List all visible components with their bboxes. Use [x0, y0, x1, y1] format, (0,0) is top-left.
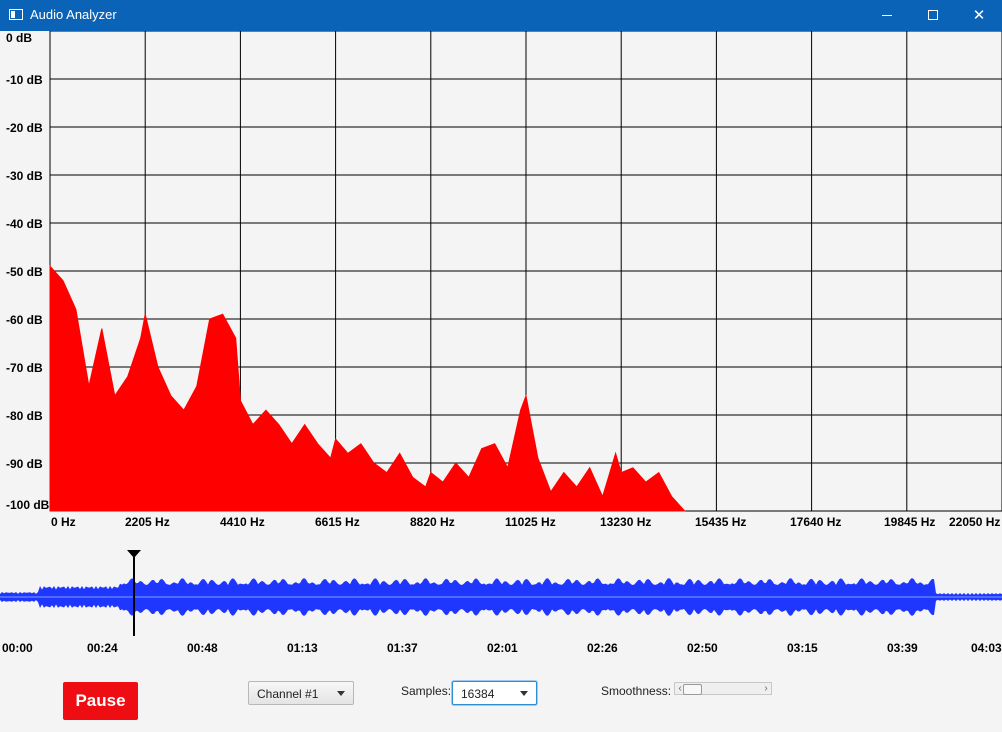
x-tick-label: 6615 Hz — [315, 515, 360, 529]
samples-select[interactable]: 16384 — [452, 681, 537, 705]
smoothness-label: Smoothness: — [601, 684, 672, 698]
time-tick-label: 01:13 — [287, 641, 318, 655]
x-tick-label: 15435 Hz — [695, 515, 747, 529]
y-tick-label: -30 dB — [6, 169, 43, 183]
x-tick-label: 19845 Hz — [884, 515, 936, 529]
spectrum-chart — [49, 31, 1002, 512]
chevron-down-icon — [337, 691, 345, 696]
x-tick-label: 17640 Hz — [790, 515, 842, 529]
time-tick-label: 02:50 — [687, 641, 718, 655]
time-tick-label: 00:48 — [187, 641, 218, 655]
y-tick-label: 0 dB — [6, 31, 33, 45]
chevron-down-icon — [520, 691, 528, 696]
time-tick-label: 00:24 — [87, 641, 118, 655]
y-tick-label: -80 dB — [6, 409, 43, 423]
y-tick-label: -70 dB — [6, 361, 43, 375]
window-title: Audio Analyzer — [30, 7, 117, 22]
y-tick-label: -100 dB — [6, 498, 50, 512]
time-tick-label: 03:15 — [787, 641, 818, 655]
channel-select[interactable]: Channel #1 — [248, 681, 354, 705]
y-tick-label: -10 dB — [6, 73, 43, 87]
samples-select-value: 16384 — [461, 687, 495, 701]
x-tick-label: 13230 Hz — [600, 515, 652, 529]
time-tick-label: 02:01 — [487, 641, 518, 655]
x-tick-label: 8820 Hz — [410, 515, 455, 529]
spectrum-area — [49, 264, 686, 512]
playhead-marker-icon — [127, 550, 141, 558]
x-tick-label: 2205 Hz — [125, 515, 170, 529]
title-bar[interactable]: Audio Analyzer ✕ — [0, 0, 1002, 31]
x-tick-label: 0 Hz — [51, 515, 76, 529]
channel-select-value: Channel #1 — [257, 687, 319, 701]
smoothness-slider[interactable]: ‹ › — [674, 682, 772, 695]
y-tick-label: -20 dB — [6, 121, 43, 135]
chevron-right-icon[interactable]: › — [764, 683, 768, 694]
x-tick-label: 4410 Hz — [220, 515, 265, 529]
samples-label: Samples: — [401, 684, 452, 698]
minimize-button[interactable] — [864, 0, 910, 31]
slider-thumb[interactable] — [683, 684, 702, 695]
chevron-left-icon[interactable]: ‹ — [678, 683, 682, 694]
y-tick-label: -90 dB — [6, 457, 43, 471]
time-tick-label: 01:37 — [387, 641, 418, 655]
y-tick-label: -40 dB — [6, 217, 43, 231]
time-tick-label: 02:26 — [587, 641, 618, 655]
x-tick-label: 22050 Hz — [949, 515, 1001, 529]
app-window-icon — [9, 9, 23, 20]
y-tick-label: -50 dB — [6, 265, 43, 279]
close-button[interactable]: ✕ — [972, 6, 986, 24]
maximize-button[interactable] — [910, 0, 956, 31]
x-tick-label: 11025 Hz — [505, 515, 556, 529]
time-tick-label: 03:39 — [887, 641, 918, 655]
time-tick-label: 00:00 — [2, 641, 33, 655]
y-tick-label: -60 dB — [6, 313, 43, 327]
time-tick-label: 04:03 — [971, 641, 1002, 655]
pause-button[interactable]: Pause — [63, 682, 138, 720]
waveform-view[interactable] — [0, 548, 1002, 638]
